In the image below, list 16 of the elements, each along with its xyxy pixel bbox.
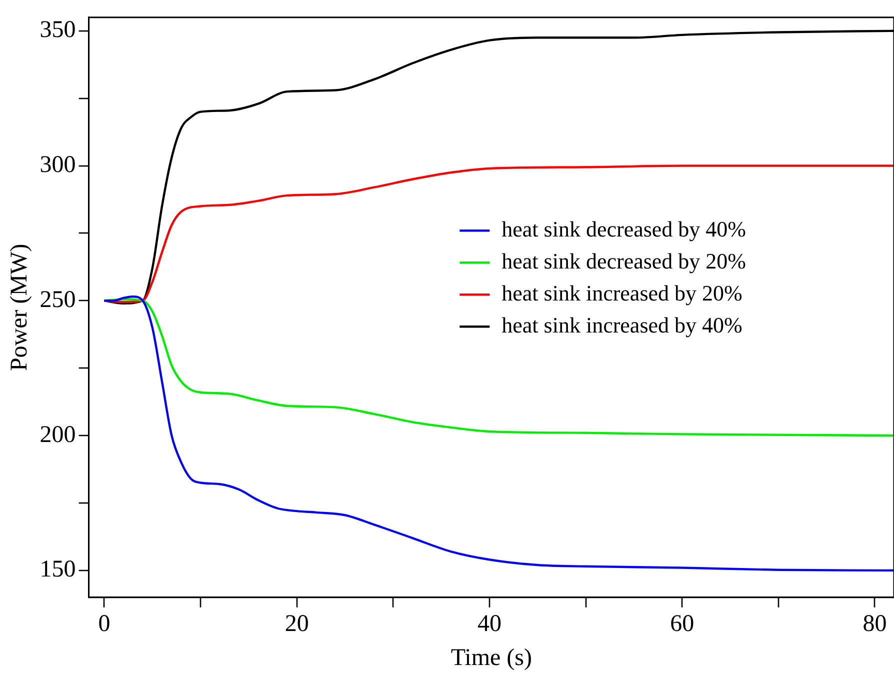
x-tick-label: 60 (670, 611, 694, 638)
y-axis-title: Power (MW) (6, 244, 33, 372)
y-tick-label: 250 (40, 286, 76, 313)
x-tick-label: 40 (477, 611, 502, 638)
y-tick-label: 200 (40, 422, 76, 448)
legend-label: heat sink decreased by 40% (502, 216, 746, 242)
x-tick-label: 20 (284, 611, 309, 638)
x-tick-label: 80 (862, 611, 887, 638)
legend-label: heat sink decreased by 20% (502, 248, 746, 274)
y-tick-label: 150 (40, 556, 76, 583)
legend-label: heat sink increased by 20% (502, 280, 742, 306)
y-tick-label: 350 (40, 17, 76, 44)
x-tick-label: 0 (98, 611, 110, 638)
x-axis-title: Time (s) (450, 644, 532, 671)
legend-label: heat sink increased by 40% (502, 312, 742, 338)
y-tick-label: 300 (40, 152, 76, 178)
